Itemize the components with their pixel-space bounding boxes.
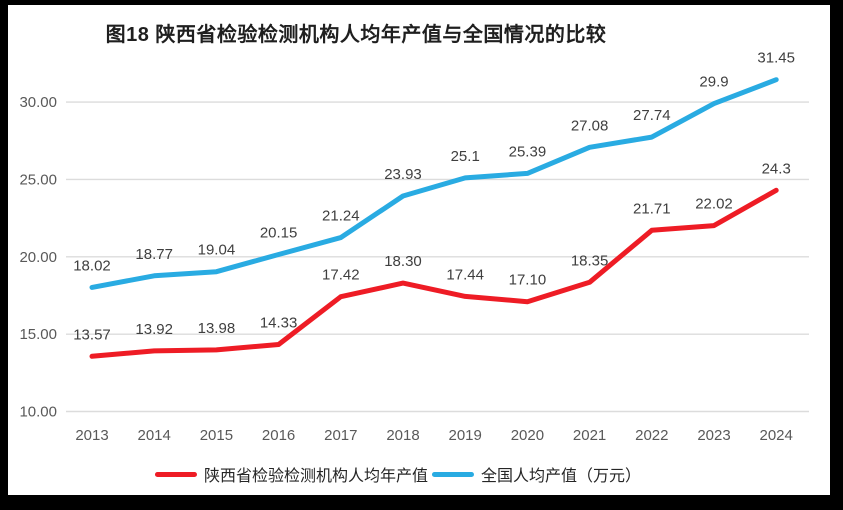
y-tick-label: 15.00 — [19, 326, 57, 343]
data-label: 22.02 — [695, 196, 733, 213]
data-label: 18.35 — [571, 252, 609, 269]
series-line-national — [89, 77, 779, 290]
x-tick-label: 2019 — [449, 427, 482, 444]
legend-item-shaanxi: 陕西省检验检测机构人均年产值 — [154, 462, 428, 486]
series-line-shaanxi — [89, 187, 779, 359]
data-label: 24.3 — [762, 160, 791, 177]
data-label: 13.57 — [73, 326, 111, 343]
data-label: 18.30 — [384, 253, 422, 270]
data-label: 21.71 — [633, 200, 671, 217]
x-tick-label: 2021 — [573, 427, 606, 444]
data-label: 21.24 — [322, 208, 360, 225]
data-label: 27.74 — [633, 107, 671, 124]
red-line-swatch — [154, 471, 197, 477]
chart-background — [8, 5, 830, 495]
legend-item-national: 全国人均产值（万元） — [432, 462, 641, 486]
data-label: 17.10 — [509, 272, 547, 289]
data-label: 25.39 — [509, 143, 547, 160]
x-tick-label: 2022 — [635, 427, 668, 444]
x-tick-label: 2017 — [324, 427, 357, 444]
data-label: 17.42 — [322, 267, 360, 284]
y-tick-label: 30.00 — [19, 94, 57, 111]
legend-label-shaanxi: 陕西省检验检测机构人均年产值 — [203, 468, 428, 485]
x-tick-label: 2024 — [760, 427, 793, 444]
y-tick-label: 25.00 — [19, 171, 57, 188]
data-label: 18.77 — [135, 246, 173, 263]
legend-label-national: 全国人均产值（万元） — [481, 468, 642, 485]
data-label: 23.93 — [384, 166, 422, 183]
x-tick-label: 2014 — [138, 427, 171, 444]
chart-legend: 陕西省检验检测机构人均年产值 全国人均产值（万元） — [154, 462, 641, 486]
data-label: 25.1 — [451, 148, 480, 165]
y-tick-label: 20.00 — [19, 249, 57, 266]
data-label: 18.02 — [73, 257, 111, 274]
data-label: 19.04 — [198, 242, 236, 259]
x-tick-label: 2023 — [697, 427, 730, 444]
x-tick-label: 2020 — [511, 427, 544, 444]
data-label: 14.33 — [260, 315, 298, 332]
x-tick-label: 2013 — [75, 427, 108, 444]
data-label: 20.15 — [260, 224, 298, 241]
data-label: 27.08 — [571, 117, 609, 134]
x-tick-label: 2015 — [200, 427, 233, 444]
data-label: 13.98 — [198, 320, 236, 337]
blue-line-swatch — [432, 471, 474, 477]
data-label: 31.45 — [757, 50, 795, 67]
data-label: 29.9 — [699, 74, 728, 91]
x-tick-label: 2018 — [386, 427, 419, 444]
x-tick-label: 2016 — [262, 427, 295, 444]
chart-title: 图18 陕西省检验检测机构人均年产值与全国情况的比较 — [105, 24, 607, 46]
data-label: 13.92 — [135, 321, 173, 338]
y-tick-label: 10.00 — [19, 404, 57, 421]
data-label: 17.44 — [446, 266, 484, 283]
